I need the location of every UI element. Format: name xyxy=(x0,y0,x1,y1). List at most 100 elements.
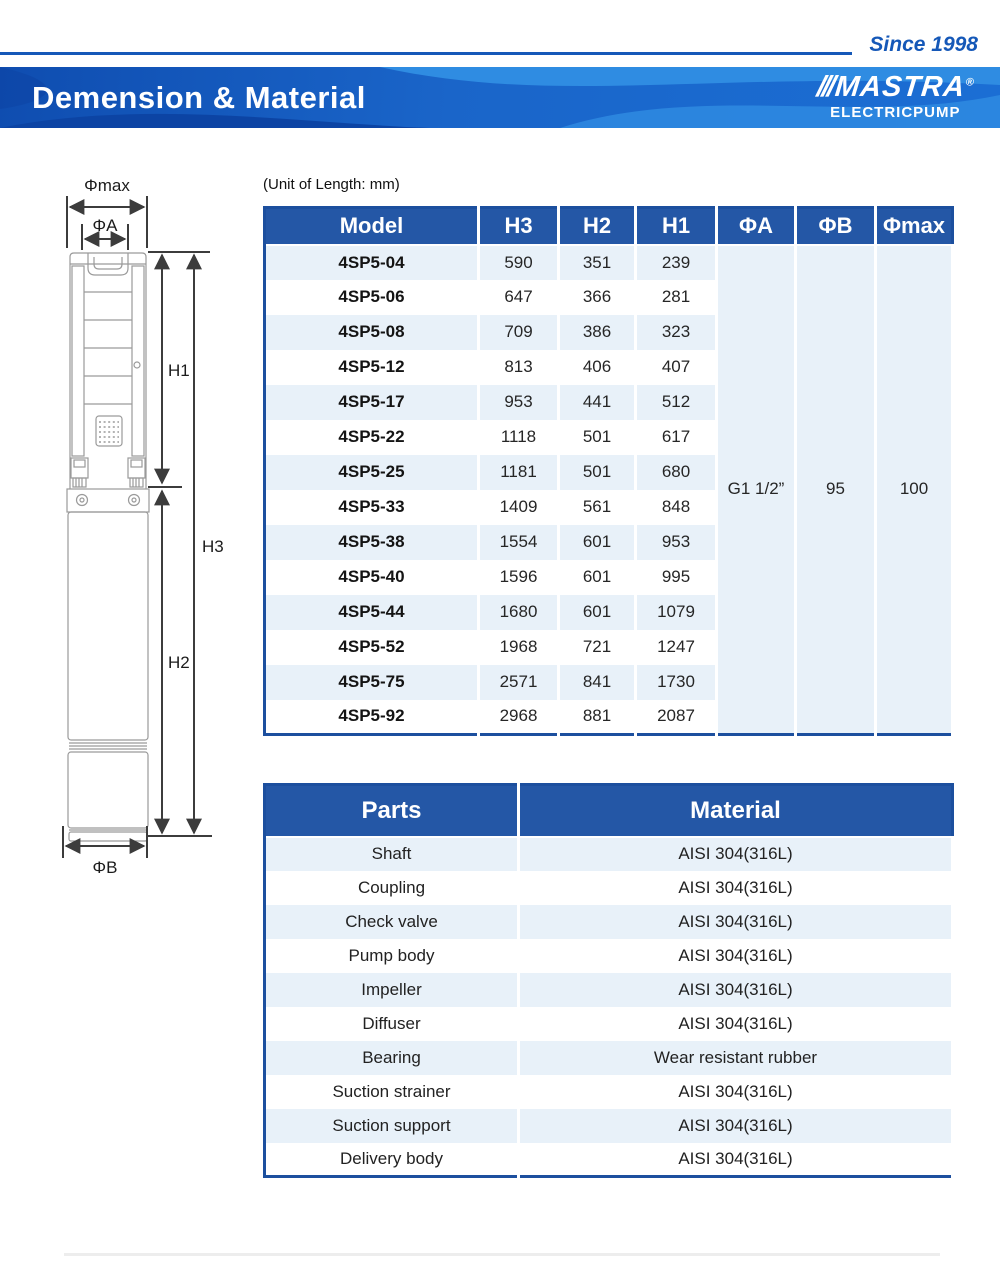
h2-cell: 406 xyxy=(558,349,637,385)
material-cell: AISI 304(316L) xyxy=(518,1142,954,1177)
model-cell: 4SP5-17 xyxy=(264,384,480,420)
h1-cell: 680 xyxy=(635,454,718,490)
spec-row: 4SP5-17 953 441 512 xyxy=(264,384,953,420)
parts-row: Bearing Wear resistant rubber xyxy=(264,1040,954,1075)
spec-column-header: ΦA xyxy=(716,207,797,246)
spec-column-header: Model xyxy=(264,207,480,246)
h2-cell: 841 xyxy=(558,664,637,700)
model-cell: 4SP5-06 xyxy=(264,279,480,315)
logo-brand-row: ///MASTRA® xyxy=(815,71,975,103)
spec-table-body: 4SP5-04 590 351 239 G1 1/2” 95 100 4SP5-06 647 36… xyxy=(264,244,954,735)
material-cell: AISI 304(316L) xyxy=(518,1074,954,1109)
parts-table-header-row: Parts Material xyxy=(264,784,953,838)
h3-cell: 953 xyxy=(478,384,560,420)
h3-cell: 590 xyxy=(478,244,560,280)
part-name-cell: Shaft xyxy=(264,836,520,871)
parts-row: Impeller AISI 304(316L) xyxy=(264,972,954,1007)
material-cell: AISI 304(316L) xyxy=(518,1006,954,1041)
spec-column-header: ΦB xyxy=(795,207,877,246)
spec-row: 4SP5-44 1680 601 1079 xyxy=(264,594,953,630)
h2-cell: 386 xyxy=(558,314,637,350)
dimension-lines xyxy=(62,196,212,858)
h1-cell: 407 xyxy=(635,349,718,385)
parts-row: Pump body AISI 304(316L) xyxy=(264,938,954,973)
logo-brand-text: MASTRA xyxy=(833,71,967,103)
spec-row: 4SP5-22 1118 501 617 xyxy=(264,419,953,455)
spec-row: 4SP5-06 647 366 281 xyxy=(264,279,953,315)
model-cell: 4SP5-08 xyxy=(264,314,480,350)
spec-row: 4SP5-04 590 351 239 G1 1/2” 95 100 xyxy=(264,244,954,735)
spec-table-header-row: Model H3 H2 H1 ΦA ΦB Φmax xyxy=(264,207,953,246)
brand-logo: ///MASTRA® ELECTRICPUMP xyxy=(815,71,975,121)
model-cell: 4SP5-33 xyxy=(264,489,480,525)
spec-row: 4SP5-92 2968 881 2087 xyxy=(264,699,953,735)
h1-cell: 1247 xyxy=(635,629,718,665)
spec-column-header: H2 xyxy=(558,207,637,246)
h3-cell: 1596 xyxy=(478,559,560,595)
parts-row: Delivery body AISI 304(316L) xyxy=(264,1142,954,1177)
spec-row: 4SP5-08 709 386 323 xyxy=(264,314,953,350)
h1-cell: 2087 xyxy=(635,699,718,735)
model-cell: 4SP5-52 xyxy=(264,629,480,665)
h1-cell: 512 xyxy=(635,384,718,420)
spec-column-header: H1 xyxy=(635,207,718,246)
logo-subtitle: ELECTRICPUMP xyxy=(830,104,961,121)
h2-cell: 601 xyxy=(558,559,637,595)
h3-cell: 1968 xyxy=(478,629,560,665)
material-cell: AISI 304(316L) xyxy=(518,1108,954,1143)
part-name-cell: Coupling xyxy=(264,870,520,905)
material-cell: AISI 304(316L) xyxy=(518,938,954,973)
bottom-divider-line xyxy=(64,1253,940,1256)
spec-column-header: H3 xyxy=(478,207,560,246)
h1-cell: 848 xyxy=(635,489,718,525)
spec-row: 4SP5-33 1409 561 848 xyxy=(264,489,953,525)
model-cell: 4SP5-75 xyxy=(264,664,480,700)
phi-max-merged-cell: 100 xyxy=(875,244,954,735)
unit-note: (Unit of Length: mm) xyxy=(263,176,400,193)
spec-row: 4SP5-12 813 406 407 xyxy=(264,349,953,385)
h3-cell: 1181 xyxy=(478,454,560,490)
spec-row: 4SP5-52 1968 721 1247 xyxy=(264,629,953,665)
h2-cell: 501 xyxy=(558,454,637,490)
h1-cell: 617 xyxy=(635,419,718,455)
h1-cell: 1730 xyxy=(635,664,718,700)
part-name-cell: Suction strainer xyxy=(264,1074,520,1109)
dim-label-phi-max: Φmax xyxy=(84,176,130,195)
parts-column-header: Parts xyxy=(264,784,520,838)
page-title: Demension & Material xyxy=(32,79,366,115)
part-name-cell: Suction support xyxy=(264,1108,520,1143)
h1-cell: 1079 xyxy=(635,594,718,630)
spec-row: 4SP5-38 1554 601 953 xyxy=(264,524,953,560)
h3-cell: 1680 xyxy=(478,594,560,630)
parts-row: Coupling AISI 304(316L) xyxy=(264,870,954,905)
h3-cell: 647 xyxy=(478,279,560,315)
h1-cell: 953 xyxy=(635,524,718,560)
h2-cell: 501 xyxy=(558,419,637,455)
dim-label-h2: H2 xyxy=(168,653,190,672)
dim-label-phi-b: ΦB xyxy=(93,858,118,877)
h3-cell: 2571 xyxy=(478,664,560,700)
spec-row: 4SP5-25 1181 501 680 xyxy=(264,454,953,490)
h3-cell: 1118 xyxy=(478,419,560,455)
model-cell: 4SP5-12 xyxy=(264,349,480,385)
part-name-cell: Delivery body xyxy=(264,1142,520,1177)
banner: Demension & Material ///MASTRA® ELECTRIC… xyxy=(0,67,1000,128)
h2-cell: 601 xyxy=(558,594,637,630)
dim-label-phi-a: ΦA xyxy=(93,216,119,235)
h3-cell: 2968 xyxy=(478,699,560,735)
parts-row: Diffuser AISI 304(316L) xyxy=(264,1006,954,1041)
parts-column-header: Material xyxy=(518,784,953,838)
h2-cell: 366 xyxy=(558,279,637,315)
h3-cell: 1409 xyxy=(478,489,560,525)
material-cell: Wear resistant rubber xyxy=(518,1040,954,1075)
h2-cell: 441 xyxy=(558,384,637,420)
part-name-cell: Impeller xyxy=(264,972,520,1007)
spec-row: 4SP5-40 1596 601 995 xyxy=(264,559,953,595)
top-divider-line xyxy=(0,52,852,55)
model-cell: 4SP5-44 xyxy=(264,594,480,630)
spec-table: Model H3 H2 H1 ΦA ΦB Φmax 4SP5-04 590 351 239 G1 1… xyxy=(263,206,954,736)
part-name-cell: Pump body xyxy=(264,938,520,973)
phi-b-merged-cell: 95 xyxy=(795,244,877,735)
material-cell: AISI 304(316L) xyxy=(518,870,954,905)
